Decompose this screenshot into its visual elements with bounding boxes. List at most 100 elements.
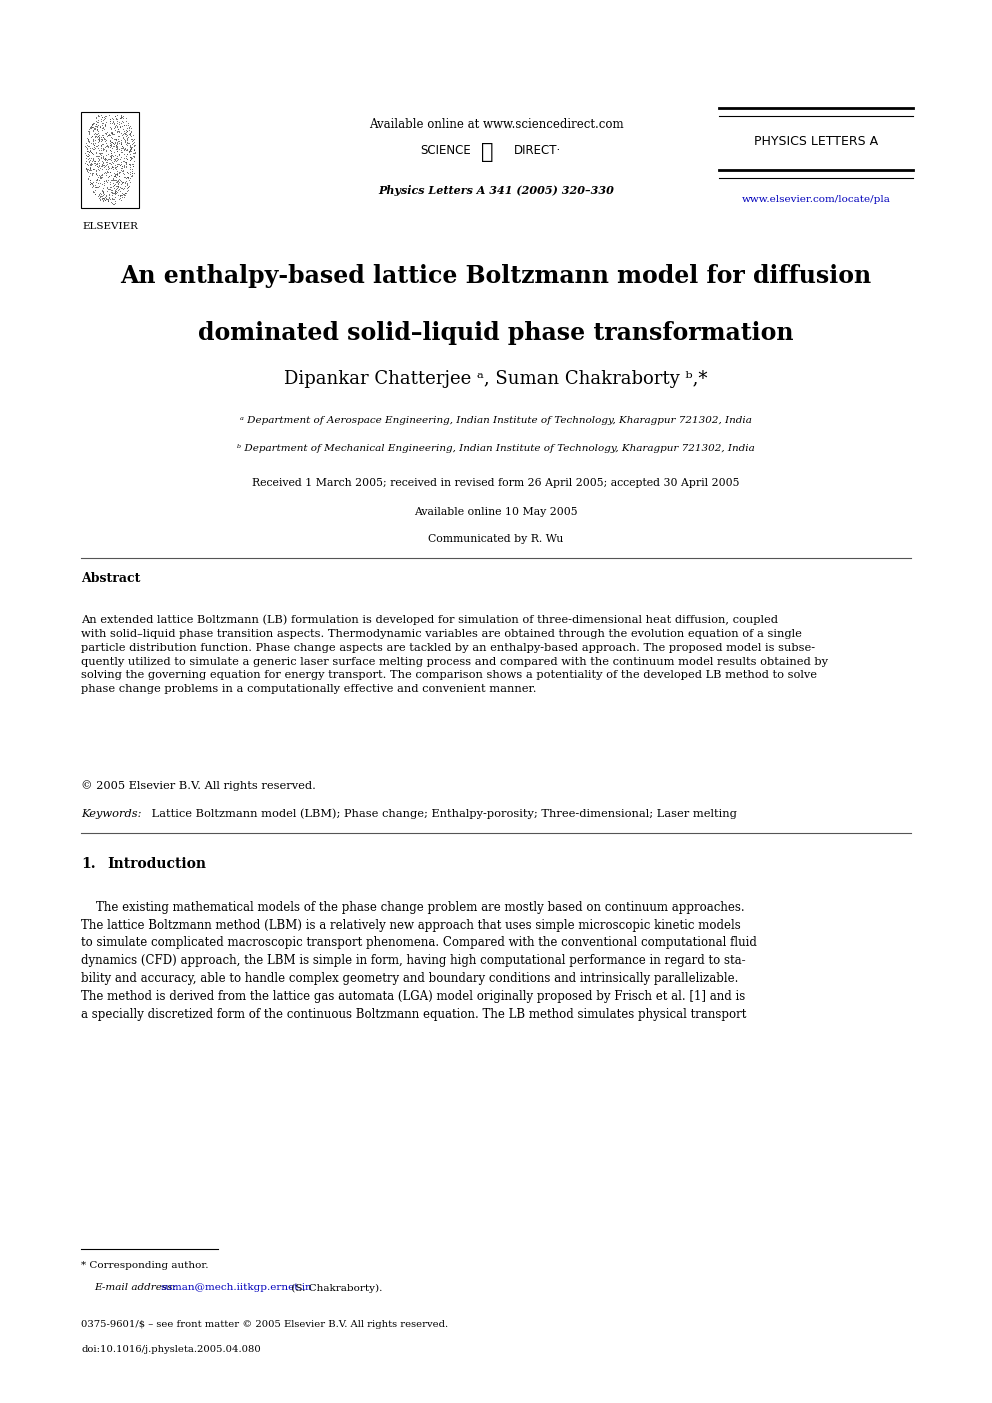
Point bbox=[105, 175, 121, 198]
Point bbox=[83, 175, 99, 198]
Point bbox=[105, 182, 121, 205]
Point bbox=[101, 184, 117, 206]
Point bbox=[126, 130, 142, 153]
Point bbox=[109, 163, 125, 185]
Point bbox=[107, 163, 123, 185]
Point bbox=[88, 153, 104, 175]
Point bbox=[94, 132, 110, 154]
Point bbox=[109, 177, 125, 199]
Point bbox=[111, 168, 127, 191]
Point bbox=[88, 167, 104, 189]
Point bbox=[112, 116, 128, 139]
Point bbox=[104, 145, 120, 167]
Point bbox=[100, 187, 116, 209]
Point bbox=[124, 161, 140, 184]
Point bbox=[91, 104, 107, 126]
Point bbox=[89, 111, 105, 133]
Point bbox=[127, 150, 143, 173]
Point bbox=[90, 121, 106, 143]
Point bbox=[103, 132, 119, 154]
Point bbox=[96, 128, 112, 150]
Text: The existing mathematical models of the phase change problem are mostly based on: The existing mathematical models of the … bbox=[81, 901, 757, 1020]
Point bbox=[89, 109, 105, 132]
Point bbox=[108, 107, 124, 129]
Point bbox=[112, 168, 128, 191]
Point bbox=[118, 107, 134, 129]
Point bbox=[96, 154, 112, 177]
Point bbox=[96, 170, 112, 192]
Point bbox=[106, 161, 122, 184]
Point bbox=[102, 160, 118, 182]
Point bbox=[86, 181, 102, 203]
Point bbox=[113, 132, 129, 154]
Point bbox=[116, 177, 132, 199]
Point bbox=[98, 185, 114, 208]
Point bbox=[113, 188, 129, 210]
Point bbox=[82, 156, 98, 178]
Point bbox=[85, 112, 101, 135]
Point bbox=[79, 145, 95, 167]
Point bbox=[88, 109, 104, 132]
Point bbox=[122, 161, 138, 184]
Point bbox=[89, 164, 105, 187]
Point bbox=[123, 146, 139, 168]
Point bbox=[96, 147, 112, 170]
Point bbox=[83, 126, 99, 149]
Point bbox=[114, 123, 130, 146]
Point bbox=[81, 140, 97, 163]
Point bbox=[102, 152, 118, 174]
Point bbox=[119, 171, 135, 194]
Point bbox=[110, 174, 126, 196]
Point bbox=[87, 132, 103, 154]
Point bbox=[106, 164, 122, 187]
Point bbox=[95, 118, 111, 140]
Point bbox=[122, 123, 138, 146]
Point bbox=[122, 115, 138, 137]
Point bbox=[122, 146, 138, 168]
Point bbox=[118, 154, 134, 177]
Text: Received 1 March 2005; received in revised form 26 April 2005; accepted 30 April: Received 1 March 2005; received in revis… bbox=[252, 477, 740, 488]
Point bbox=[113, 184, 129, 206]
Point bbox=[79, 135, 95, 157]
Point bbox=[121, 174, 137, 196]
Point bbox=[98, 157, 114, 180]
Point bbox=[110, 171, 126, 194]
Point bbox=[119, 166, 135, 188]
Point bbox=[103, 122, 119, 145]
Point bbox=[114, 135, 130, 157]
Point bbox=[78, 159, 94, 181]
Point bbox=[96, 147, 112, 170]
Point bbox=[100, 189, 116, 212]
Point bbox=[84, 121, 100, 143]
Text: 0375-9601/$ – see front matter © 2005 Elsevier B.V. All rights reserved.: 0375-9601/$ – see front matter © 2005 El… bbox=[81, 1320, 448, 1329]
Point bbox=[108, 178, 124, 201]
Point bbox=[106, 133, 122, 156]
Point bbox=[119, 133, 135, 156]
Point bbox=[105, 132, 121, 154]
Point bbox=[115, 171, 131, 194]
Point bbox=[116, 156, 132, 178]
Point bbox=[82, 171, 98, 194]
Point bbox=[106, 174, 122, 196]
Point bbox=[93, 135, 109, 157]
Point bbox=[82, 156, 98, 178]
Point bbox=[114, 173, 130, 195]
Point bbox=[82, 153, 98, 175]
Point bbox=[115, 107, 131, 129]
Point bbox=[99, 133, 115, 156]
Text: www.elsevier.com/locate/pla: www.elsevier.com/locate/pla bbox=[741, 195, 891, 203]
Point bbox=[97, 189, 113, 212]
Point bbox=[81, 173, 97, 195]
Point bbox=[107, 182, 123, 205]
Point bbox=[102, 130, 118, 153]
Point bbox=[95, 187, 111, 209]
Point bbox=[114, 156, 130, 178]
Point bbox=[117, 181, 133, 203]
Point bbox=[94, 173, 110, 195]
Point bbox=[104, 168, 120, 191]
Point bbox=[126, 139, 142, 161]
Point bbox=[113, 107, 129, 129]
Point bbox=[102, 109, 118, 132]
Point bbox=[89, 167, 105, 189]
Point bbox=[89, 152, 105, 174]
